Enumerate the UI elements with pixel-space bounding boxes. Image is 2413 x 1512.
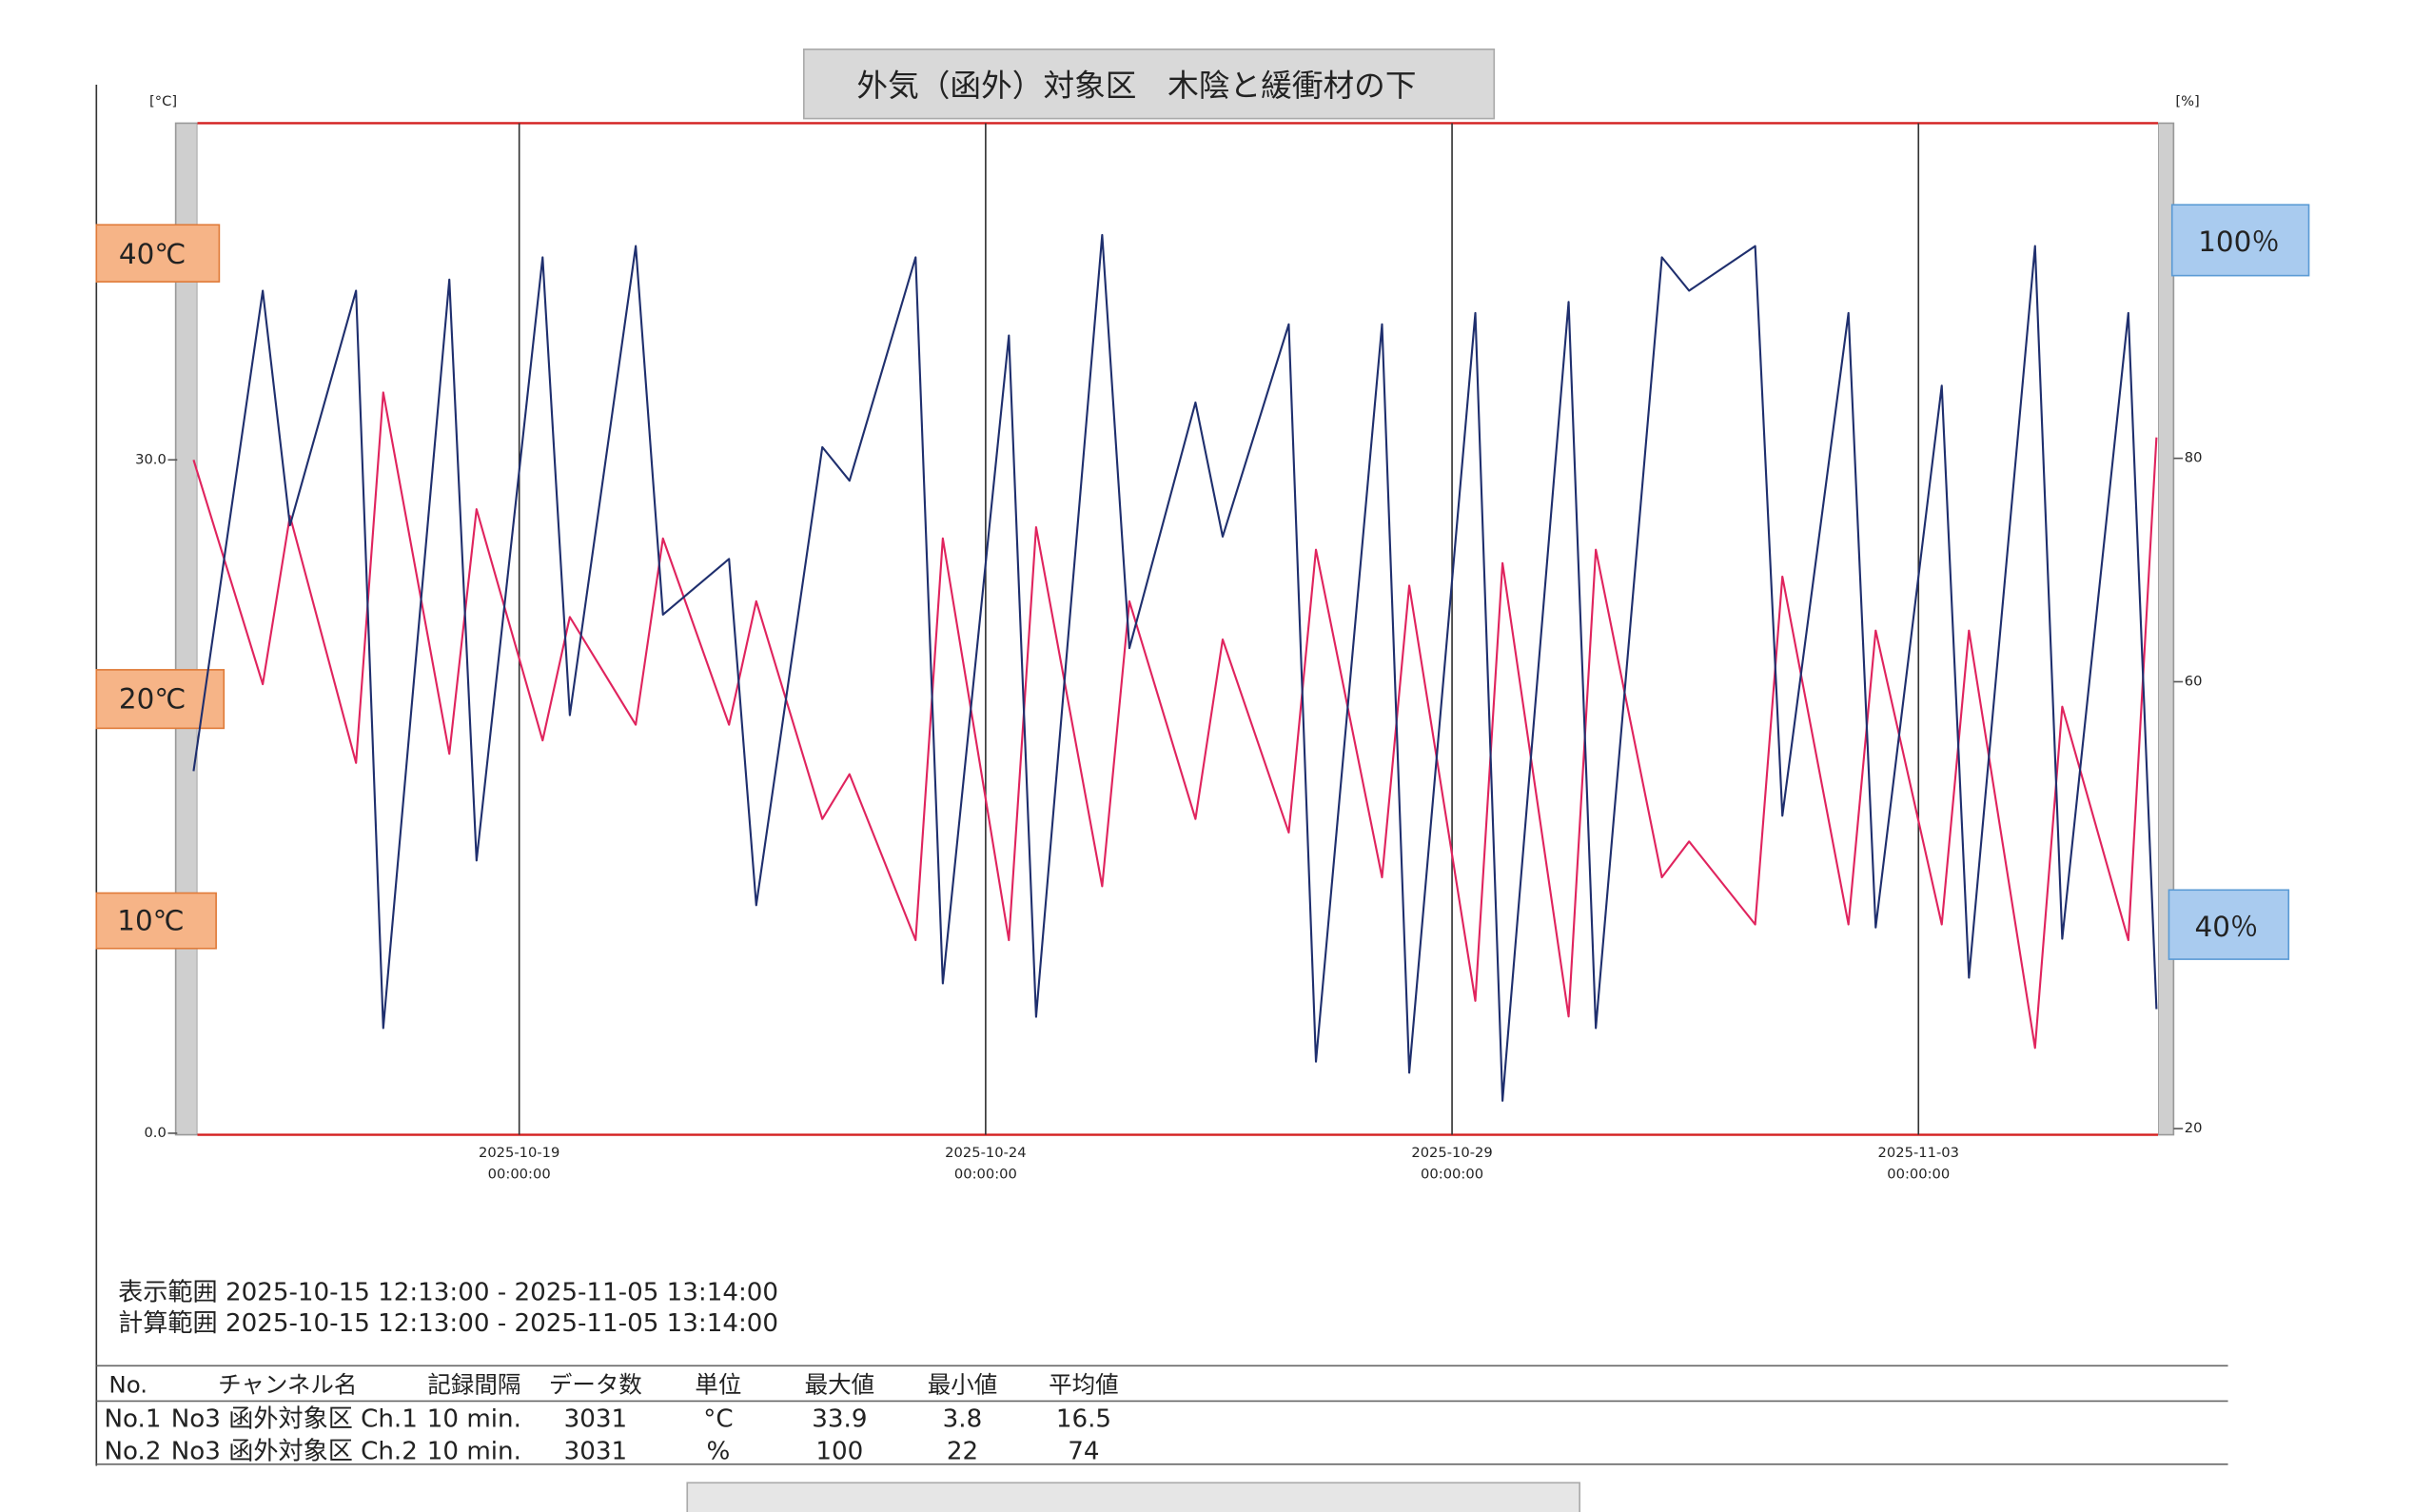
title-box bbox=[802, 48, 1496, 120]
table-cell: 3031 bbox=[564, 1437, 627, 1465]
table-header: チャンネル名 bbox=[218, 1370, 357, 1398]
y-tick-label: 30.0 bbox=[135, 451, 167, 467]
table-cell: No.2 bbox=[104, 1437, 161, 1465]
annotation-box bbox=[2170, 204, 2310, 277]
table: No. チャンネル名 記録間隔 データ数 単位 最大値 最小値 平均値 No.1 No3 函外対象… bbox=[104, 1370, 1118, 1465]
y2-tick-label: 20 bbox=[2185, 1120, 2203, 1136]
annotation: 100％ bbox=[2198, 226, 2280, 258]
x-tick-label: 00:00:00 bbox=[954, 1167, 1017, 1183]
y-unit: [°C] bbox=[149, 93, 177, 109]
table-header: No. bbox=[108, 1370, 147, 1398]
y2-unit: [%] bbox=[2175, 93, 2199, 109]
table-cell: No3 函外対象区 Ch.1 bbox=[171, 1404, 418, 1433]
annotation-box bbox=[95, 224, 221, 283]
y-tick-label: 0.0 bbox=[144, 1125, 166, 1141]
chart-title: 外気（函外）対象区 木陰と緩衝材の下 bbox=[856, 68, 1416, 104]
table-cell: % bbox=[706, 1437, 730, 1465]
x-tick-label: 00:00:00 bbox=[488, 1167, 551, 1183]
table-cell: 10 min. bbox=[427, 1437, 521, 1465]
annotation: 10℃ bbox=[117, 905, 184, 937]
y2-tick-label: 80 bbox=[2185, 450, 2203, 466]
range-info: 計算範囲 2025-10-15 12:13:00 - 2025-11-05 13… bbox=[118, 1309, 778, 1338]
table-cell: 16.5 bbox=[1056, 1404, 1111, 1433]
table-cell: °C bbox=[703, 1404, 733, 1433]
series-line bbox=[192, 391, 2158, 1050]
x-tick-label: 2025-10-29 bbox=[1411, 1145, 1492, 1161]
y2-tick-label: 60 bbox=[2185, 674, 2203, 690]
annotation-box bbox=[95, 669, 226, 730]
table-cell: 3.8 bbox=[943, 1404, 983, 1433]
right-axis-bar bbox=[2157, 122, 2175, 1136]
x-tick-label: 00:00:00 bbox=[1421, 1167, 1483, 1183]
table-cell: 22 bbox=[947, 1437, 978, 1465]
table-cell: 10 min. bbox=[427, 1404, 521, 1433]
x-tick-label: 2025-10-19 bbox=[479, 1145, 559, 1161]
table-header: 記録間隔 bbox=[427, 1370, 520, 1398]
table-cell: 3031 bbox=[564, 1404, 627, 1433]
plot-area bbox=[197, 123, 2159, 1135]
table-cell: 33.9 bbox=[812, 1404, 867, 1433]
table-cell: 100 bbox=[815, 1437, 863, 1465]
table-header: データ数 bbox=[549, 1370, 642, 1398]
table-header: 最小値 bbox=[928, 1370, 997, 1398]
annotation: 20℃ bbox=[119, 683, 186, 716]
table-header: 平均値 bbox=[1049, 1370, 1118, 1398]
series-line bbox=[192, 233, 2158, 1102]
table-cell: No3 函外対象区 Ch.2 bbox=[171, 1437, 418, 1465]
annotation-box bbox=[95, 892, 217, 950]
table-cell: 74 bbox=[1068, 1437, 1099, 1465]
x-tick-label: 00:00:00 bbox=[1887, 1167, 1950, 1183]
x-tick-label: 2025-11-03 bbox=[1878, 1145, 1959, 1161]
annotation: 40℃ bbox=[119, 238, 186, 270]
caption-box bbox=[686, 1482, 1580, 1512]
table-header: 単位 bbox=[695, 1370, 741, 1398]
table-header: 最大値 bbox=[805, 1370, 874, 1398]
range-info: 表示範囲 2025-10-15 12:13:00 - 2025-11-05 13… bbox=[118, 1279, 778, 1307]
x-tick-label: 2025-10-24 bbox=[945, 1145, 1026, 1161]
annotation-box bbox=[2168, 889, 2290, 960]
annotation: 40％ bbox=[2195, 911, 2259, 943]
table-cell: No.1 bbox=[104, 1404, 161, 1433]
